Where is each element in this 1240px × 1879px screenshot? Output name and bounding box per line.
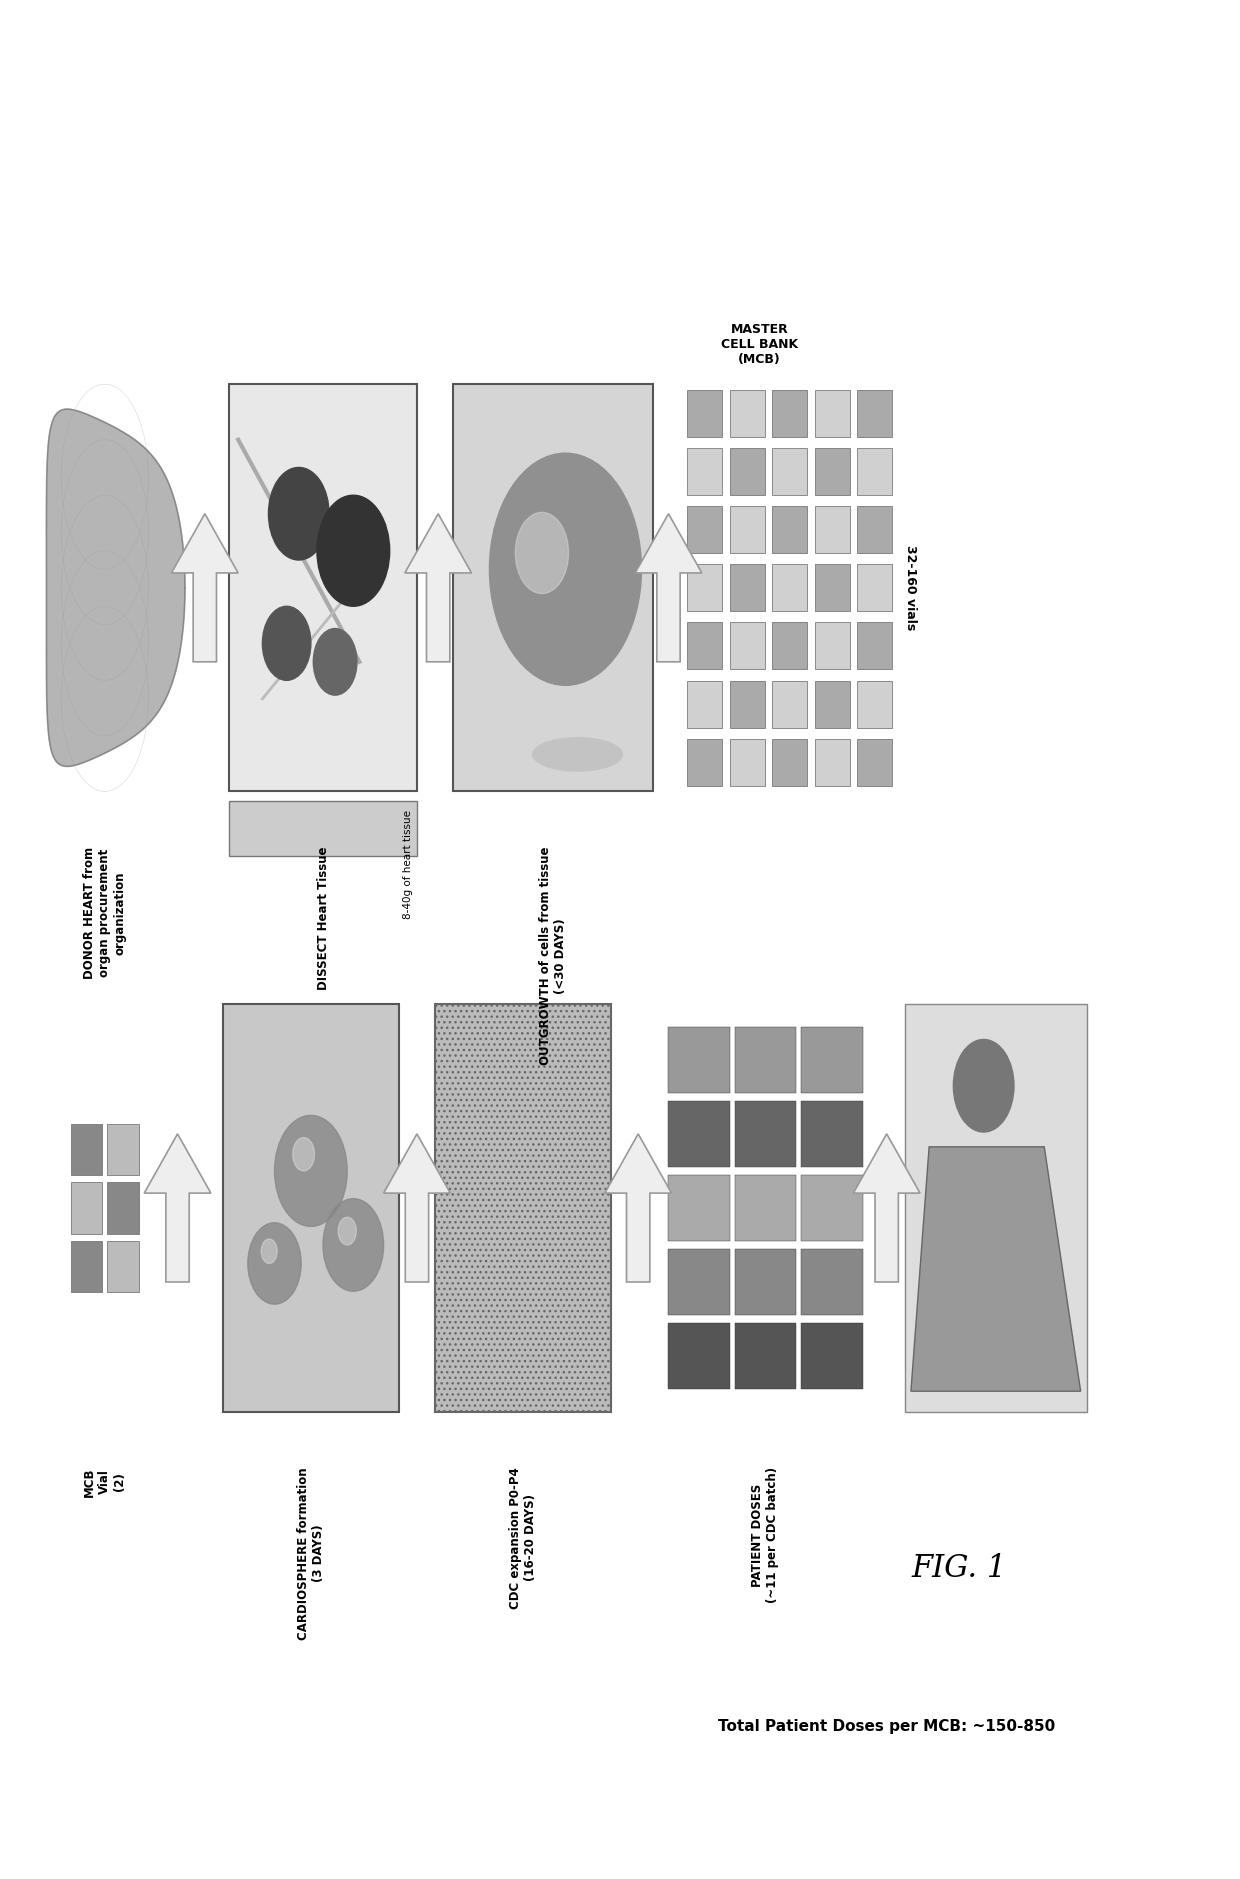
- Circle shape: [516, 513, 568, 594]
- Ellipse shape: [532, 737, 624, 772]
- Bar: [668, 1323, 729, 1389]
- Bar: [687, 564, 723, 611]
- Bar: [729, 680, 765, 727]
- Polygon shape: [911, 1146, 1080, 1390]
- Bar: [734, 1250, 796, 1315]
- Polygon shape: [605, 1133, 672, 1281]
- Text: FIG. 1: FIG. 1: [911, 1554, 1007, 1584]
- Bar: [71, 1124, 103, 1174]
- Bar: [773, 505, 807, 552]
- Bar: [857, 738, 892, 785]
- Bar: [668, 1174, 729, 1242]
- Text: MASTER
CELL BANK
(MCB): MASTER CELL BANK (MCB): [720, 323, 799, 366]
- Bar: [857, 505, 892, 552]
- Bar: [229, 800, 417, 857]
- Bar: [815, 564, 849, 611]
- Circle shape: [954, 1039, 1014, 1131]
- Bar: [729, 622, 765, 669]
- Circle shape: [293, 1137, 315, 1171]
- Bar: [107, 1182, 139, 1233]
- Bar: [773, 389, 807, 436]
- Bar: [773, 738, 807, 785]
- Polygon shape: [404, 513, 471, 661]
- Text: DISSECT Heart Tissue: DISSECT Heart Tissue: [316, 847, 330, 990]
- Bar: [905, 1003, 1086, 1411]
- Bar: [815, 505, 849, 552]
- Bar: [435, 1003, 611, 1411]
- Polygon shape: [383, 1133, 450, 1281]
- Bar: [729, 564, 765, 611]
- Text: 32-160 vials: 32-160 vials: [904, 545, 918, 629]
- Bar: [687, 505, 723, 552]
- Bar: [734, 1174, 796, 1242]
- Bar: [815, 680, 849, 727]
- Bar: [729, 447, 765, 494]
- Text: 8-40g of heart tissue: 8-40g of heart tissue: [403, 810, 413, 919]
- Bar: [857, 622, 892, 669]
- Bar: [454, 383, 653, 791]
- Bar: [729, 389, 765, 436]
- Circle shape: [317, 496, 389, 607]
- Circle shape: [262, 1238, 278, 1263]
- Bar: [801, 1323, 863, 1389]
- Circle shape: [248, 1223, 301, 1304]
- Bar: [801, 1026, 863, 1094]
- Text: MCB
Vial
(2): MCB Vial (2): [83, 1467, 126, 1496]
- Bar: [668, 1250, 729, 1315]
- Bar: [801, 1250, 863, 1315]
- Bar: [668, 1026, 729, 1094]
- Text: CDC expansion P0-P4
(16-20 DAYS): CDC expansion P0-P4 (16-20 DAYS): [510, 1467, 537, 1608]
- Circle shape: [490, 453, 641, 686]
- Bar: [229, 383, 417, 791]
- Bar: [815, 389, 849, 436]
- Bar: [773, 564, 807, 611]
- Bar: [687, 622, 723, 669]
- Polygon shape: [853, 1133, 920, 1281]
- Text: DONOR HEART from
organ procurement
organization: DONOR HEART from organ procurement organ…: [83, 847, 126, 979]
- Bar: [223, 1003, 399, 1411]
- Bar: [734, 1026, 796, 1094]
- Bar: [71, 1182, 103, 1233]
- Polygon shape: [171, 513, 238, 661]
- Bar: [734, 1323, 796, 1389]
- Bar: [729, 505, 765, 552]
- Circle shape: [268, 468, 329, 560]
- Bar: [107, 1240, 139, 1293]
- Bar: [107, 1124, 139, 1174]
- Bar: [815, 622, 849, 669]
- Bar: [857, 564, 892, 611]
- Polygon shape: [47, 410, 185, 767]
- Bar: [815, 447, 849, 494]
- Bar: [734, 1101, 796, 1167]
- Bar: [687, 447, 723, 494]
- Text: CARDIOSPHERE formation
(3 DAYS): CARDIOSPHERE formation (3 DAYS): [296, 1467, 325, 1640]
- Text: Total Patient Doses per MCB: ~150-850: Total Patient Doses per MCB: ~150-850: [718, 1719, 1055, 1734]
- Circle shape: [322, 1199, 383, 1291]
- Polygon shape: [635, 513, 702, 661]
- Bar: [729, 738, 765, 785]
- Bar: [668, 1101, 729, 1167]
- Polygon shape: [144, 1133, 211, 1281]
- Bar: [687, 738, 723, 785]
- Bar: [773, 447, 807, 494]
- Bar: [801, 1174, 863, 1242]
- Bar: [857, 447, 892, 494]
- Bar: [801, 1101, 863, 1167]
- Bar: [687, 389, 723, 436]
- Bar: [71, 1240, 103, 1293]
- Bar: [773, 622, 807, 669]
- Text: PATIENT DOSES
(~11 per CDC batch): PATIENT DOSES (~11 per CDC batch): [751, 1467, 780, 1603]
- Bar: [857, 680, 892, 727]
- Bar: [857, 389, 892, 436]
- Text: OUTGROWTH of cells from tissue
(<30 DAYS): OUTGROWTH of cells from tissue (<30 DAYS…: [539, 847, 568, 1065]
- Circle shape: [263, 607, 311, 680]
- Bar: [773, 680, 807, 727]
- Bar: [815, 738, 849, 785]
- Circle shape: [314, 628, 357, 695]
- Circle shape: [339, 1218, 356, 1246]
- Bar: [687, 680, 723, 727]
- Circle shape: [274, 1116, 347, 1227]
